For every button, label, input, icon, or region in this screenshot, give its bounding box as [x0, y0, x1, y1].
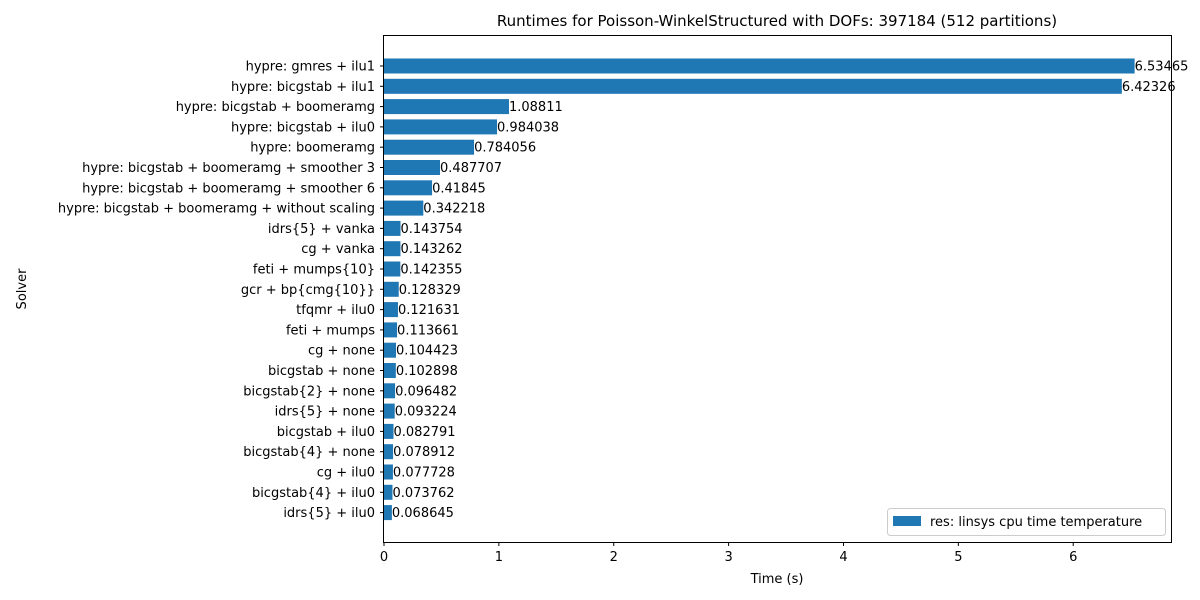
y-tick-label: feti + mumps{10} — [253, 263, 375, 278]
y-tick-label: tfqmr + ilu0 — [296, 303, 375, 318]
x-axis-label: Time (s) — [750, 572, 804, 587]
bar — [384, 78, 1122, 94]
bar — [384, 220, 401, 236]
y-tick-label: hypre: bicgstab + ilu0 — [231, 120, 375, 135]
bar-value-label: 0.784056 — [474, 141, 536, 156]
bar — [384, 403, 395, 419]
bar — [384, 363, 396, 378]
bar-value-label: 0.143754 — [401, 222, 463, 237]
bar-value-label: 0.487707 — [440, 161, 502, 176]
y-tick-label: cg + none — [308, 344, 375, 359]
y-tick-label: feti + mumps — [286, 323, 375, 338]
bar — [384, 342, 396, 358]
legend-swatch — [893, 516, 921, 526]
bar-value-label: 6.42326 — [1122, 80, 1176, 95]
bar-value-label: 0.073762 — [392, 486, 454, 501]
bar-value-label: 0.121631 — [398, 303, 460, 318]
bar — [384, 423, 394, 439]
y-tick-label: hypre: bicgstab + boomeramg + smoother 3 — [82, 161, 375, 176]
x-tick-label: 3 — [724, 550, 732, 565]
x-tick-label: 2 — [610, 550, 618, 565]
x-tick-label: 6 — [1069, 550, 1077, 565]
x-tick-label: 4 — [839, 550, 847, 565]
y-tick-label: bicgstab + none — [268, 364, 375, 379]
x-axis: 0 1 2 3 4 5 6 — [380, 542, 1077, 565]
y-tick-label: hypre: bicgstab + ilu1 — [231, 80, 375, 95]
y-tick-label: hypre: bicgstab + boomeramg + smoother 6 — [82, 181, 375, 196]
y-tick-labels: hypre: gmres + ilu1 hypre: bicgstab + ilu… — [58, 60, 384, 521]
plot-frame — [383, 35, 1172, 543]
y-tick-label: bicgstab{2} + none — [243, 384, 375, 399]
bar-value-label: 0.102898 — [396, 364, 458, 379]
y-tick-label: idrs{5} + vanka — [268, 222, 375, 237]
bars-group: 6.53465 6.42326 1.08811 0.984038 0.784056 0.4… — [384, 58, 1189, 521]
bar — [384, 302, 398, 318]
y-tick-label: bicgstab + ilu0 — [277, 425, 375, 440]
chart-title: Runtimes for Poisson-WinkelStructured wi… — [497, 12, 1057, 30]
bar — [384, 281, 399, 297]
y-tick-label: bicgstab{4} + ilu0 — [252, 486, 375, 501]
y-tick-label: hypre: bicgstab + boomeramg + without sc… — [58, 202, 375, 217]
bar — [384, 139, 475, 155]
y-tick-label: hypre: gmres + ilu1 — [246, 60, 375, 75]
y-tick-label: idrs{5} + ilu0 — [283, 506, 375, 521]
x-tick-label: 5 — [954, 550, 962, 565]
bar-value-label: 0.093224 — [395, 405, 457, 420]
bar — [384, 180, 433, 196]
bar-value-label: 0.41845 — [432, 181, 486, 196]
bar-value-label: 0.068645 — [392, 506, 454, 521]
bar — [384, 383, 396, 399]
bar — [384, 160, 441, 175]
bar — [384, 241, 401, 257]
bar-value-label: 1.08811 — [509, 100, 563, 115]
y-tick-label: bicgstab{4} + none — [243, 445, 375, 460]
y-tick-label: gcr + bp{cmg{10}} — [241, 283, 375, 298]
legend-entry: res: linsys cpu time temperature — [930, 515, 1142, 530]
y-tick-label: hypre: boomeramg — [250, 141, 375, 156]
legend-frame — [887, 508, 1166, 536]
x-tick-label: 1 — [495, 550, 503, 565]
bar-value-label: 0.143262 — [400, 242, 462, 257]
bar — [384, 444, 394, 460]
y-tick-label: cg + vanka — [301, 242, 375, 257]
bar-value-label: 0.078912 — [393, 445, 455, 460]
bar-value-label: 0.113661 — [397, 323, 459, 338]
bar — [384, 119, 498, 135]
bar-value-label: 6.53465 — [1135, 60, 1189, 75]
bar-value-label: 0.077728 — [393, 466, 455, 481]
bar — [384, 484, 393, 500]
x-tick-label: 0 — [380, 550, 388, 565]
y-tick-label: idrs{5} + none — [275, 405, 375, 420]
bar-value-label: 0.128329 — [399, 283, 461, 298]
y-tick-label: hypre: bicgstab + boomeramg — [176, 100, 375, 115]
bar-value-label: 0.082791 — [394, 425, 456, 440]
bar-value-label: 0.342218 — [423, 202, 485, 217]
bar — [384, 99, 509, 115]
bar-value-label: 0.104423 — [396, 344, 458, 359]
bar — [384, 200, 424, 216]
bar-value-label: 0.142355 — [400, 263, 462, 278]
y-axis-label: Solver — [15, 268, 30, 310]
bar-value-label: 0.984038 — [497, 120, 559, 135]
y-tick-label: cg + ilu0 — [317, 466, 375, 481]
bar — [384, 464, 393, 480]
legend: res: linsys cpu time temperature — [887, 508, 1166, 536]
bar — [384, 322, 398, 338]
bar — [384, 58, 1135, 74]
bar — [384, 261, 401, 277]
bar-value-label: 0.096482 — [395, 384, 457, 399]
bar — [384, 505, 392, 521]
